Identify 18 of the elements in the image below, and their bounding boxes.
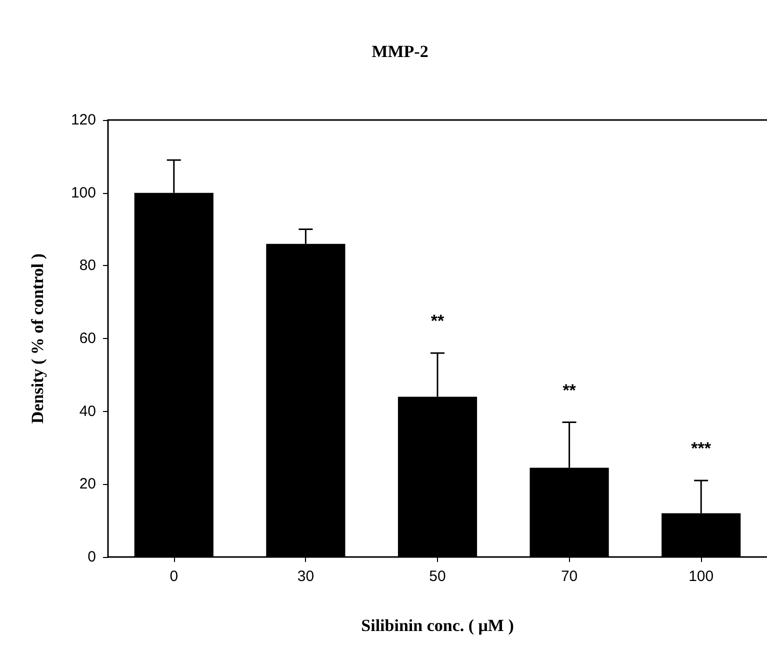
y-tick-label: 80: [79, 257, 96, 274]
x-tick-label: 100: [688, 568, 714, 585]
y-tick-label: 100: [70, 184, 96, 202]
y-tick-label: 0: [88, 548, 96, 566]
y-tick-label: 120: [70, 112, 96, 128]
x-tick-label: 0: [170, 568, 178, 585]
y-tick-label: 40: [79, 402, 96, 420]
x-axis-title: Silibinin conc. ( μM ): [361, 616, 514, 635]
annotation: **: [562, 380, 576, 400]
y-tick-label: 60: [79, 330, 96, 347]
annotation: ***: [691, 439, 712, 458]
y-axis-title: Density ( % of control ): [28, 253, 47, 424]
x-tick-label: 30: [297, 568, 314, 585]
x-tick-label: 50: [429, 568, 446, 585]
y-tick-label: 20: [79, 476, 96, 493]
chart-title: MMP-2: [372, 42, 428, 61]
x-tick-label: 70: [560, 568, 578, 585]
annotation: **: [430, 312, 444, 331]
